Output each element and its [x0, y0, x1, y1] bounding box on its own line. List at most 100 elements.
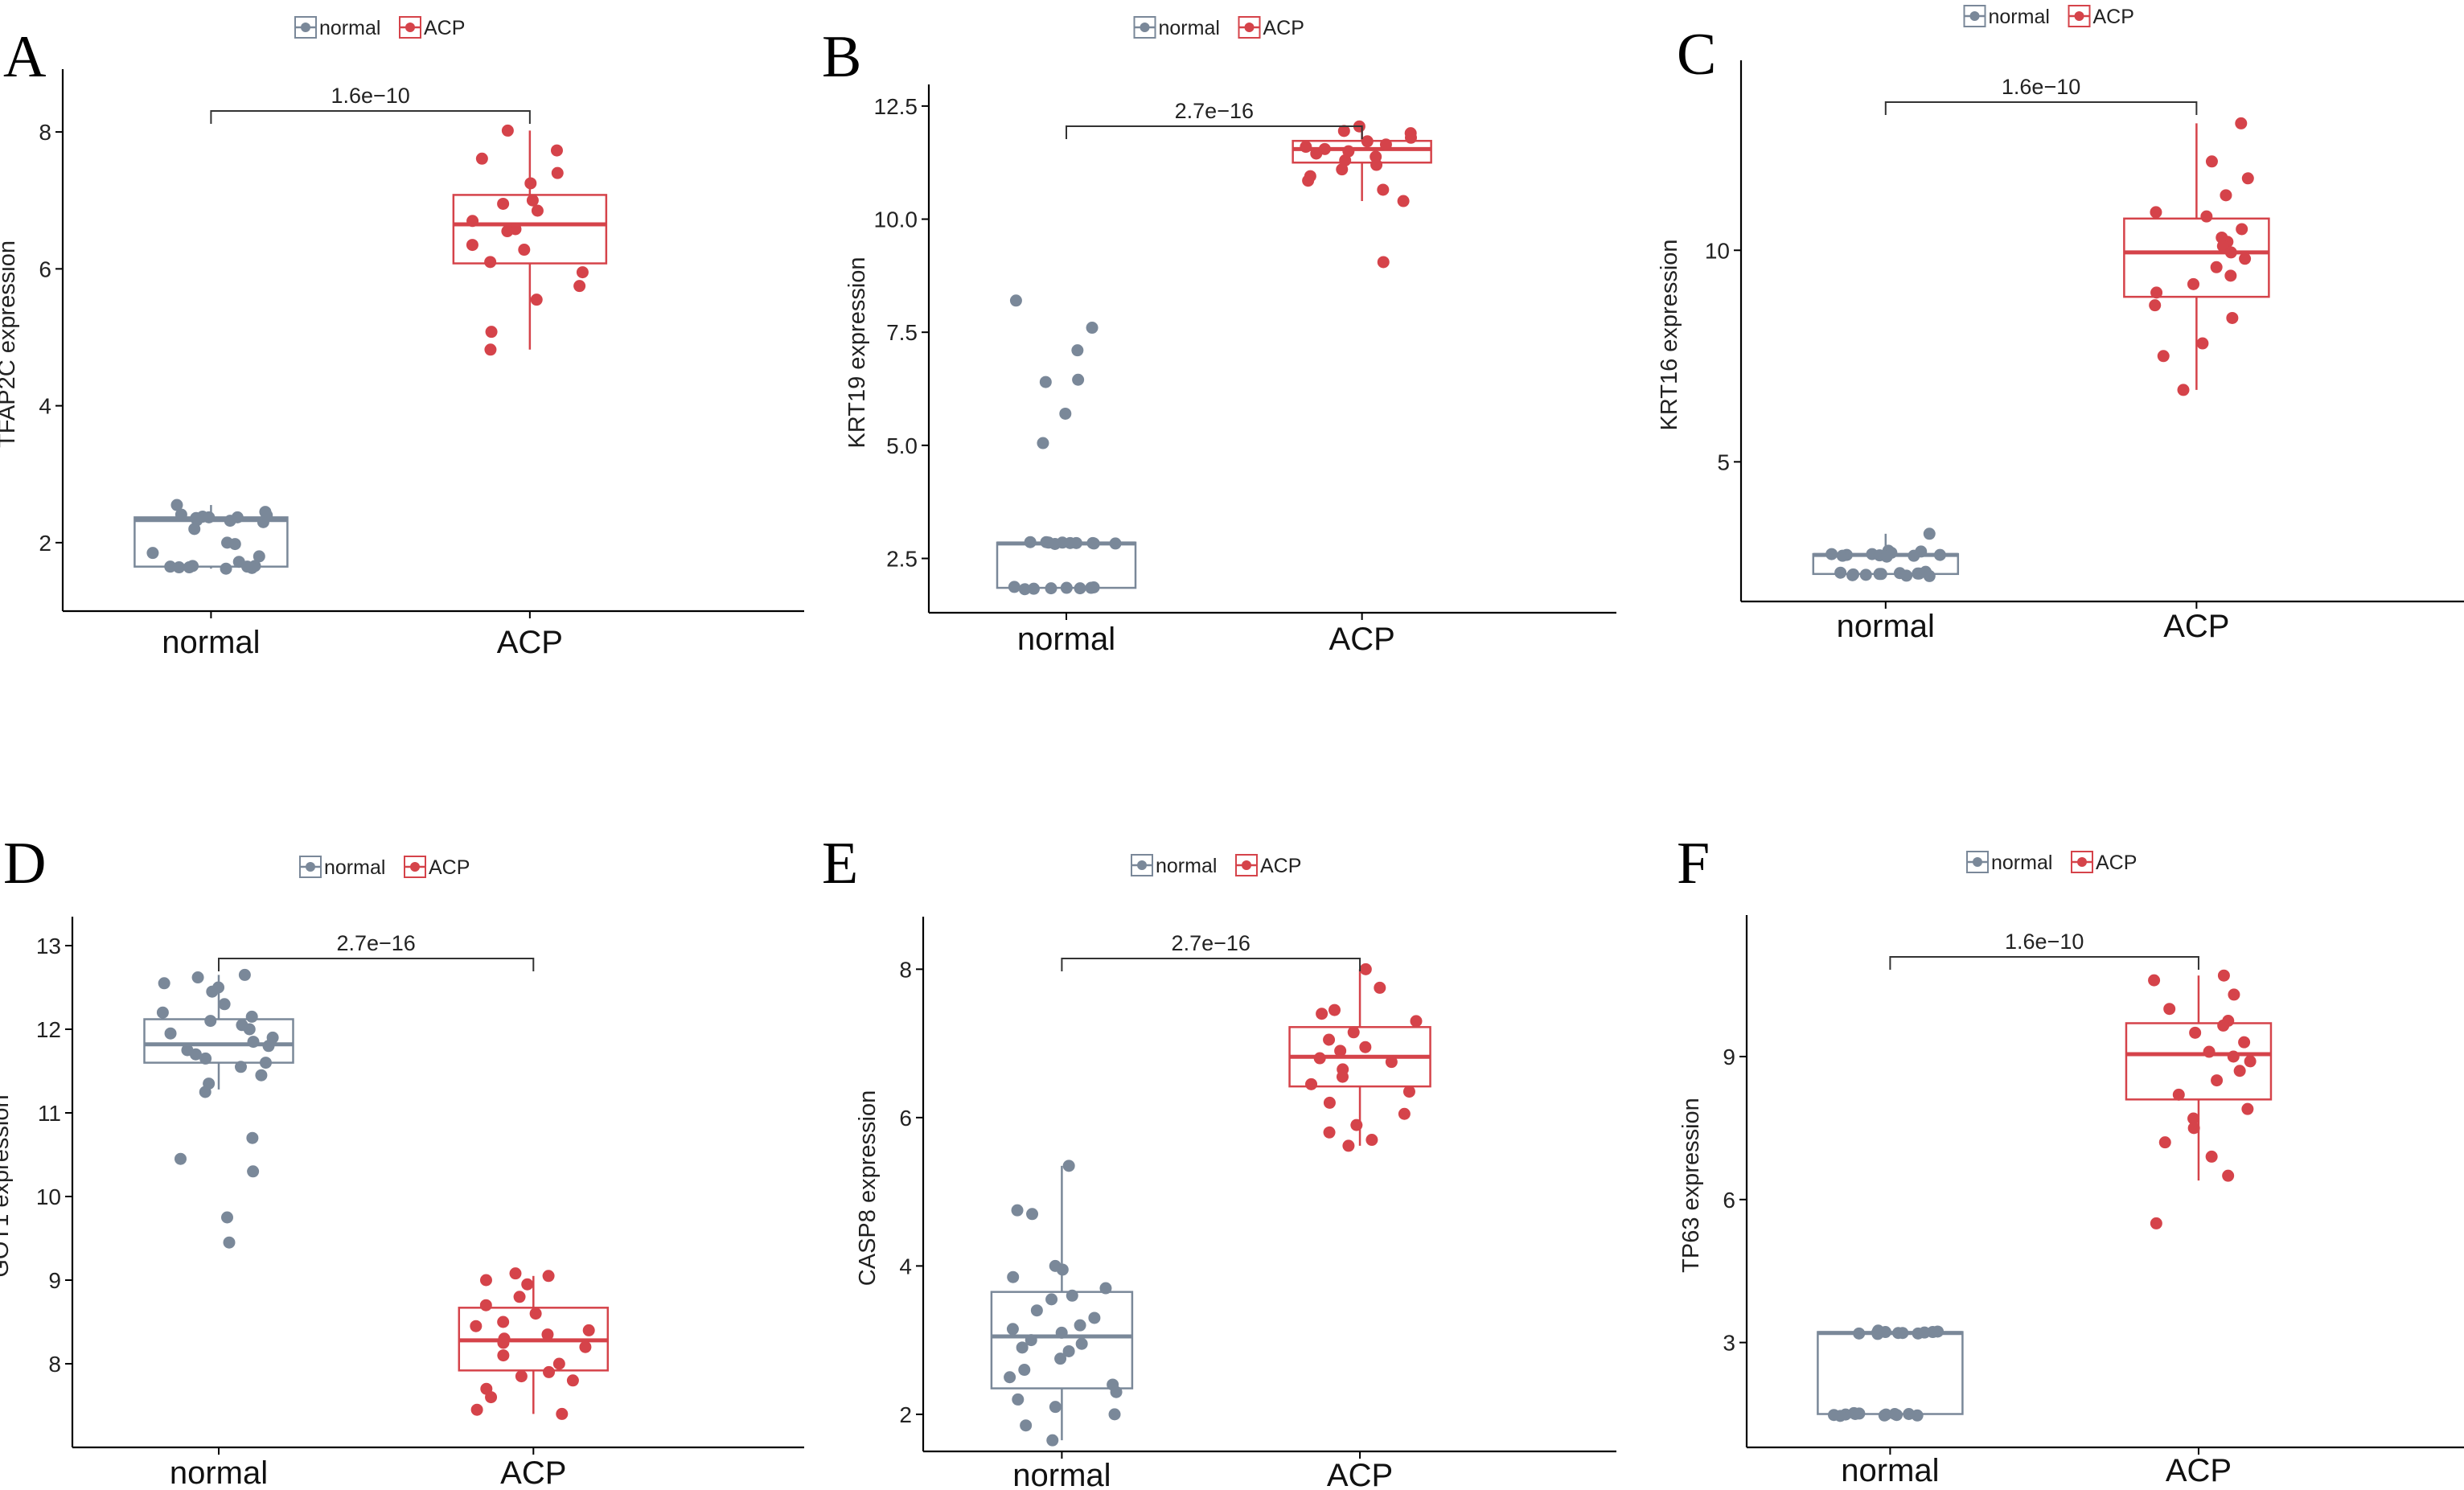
y-tick-label: 2.5 — [886, 546, 918, 571]
data-point — [2148, 974, 2161, 987]
data-point — [497, 1336, 510, 1349]
y-tick-label: 10.0 — [874, 207, 918, 232]
x-tick-label: ACP — [1327, 1458, 1393, 1490]
data-point — [1012, 1393, 1025, 1406]
data-point — [1891, 1409, 1903, 1422]
y-axis-label: TP63 expression — [1678, 1098, 1704, 1273]
data-point — [2239, 252, 2252, 265]
data-point — [1086, 322, 1099, 335]
significance-bracket: 2.7e−16 — [1066, 99, 1363, 139]
data-point — [484, 256, 497, 269]
data-point — [1018, 583, 1031, 596]
x-tick-label: normal — [162, 625, 260, 660]
data-point — [509, 1267, 522, 1280]
y-tick-label: 2 — [899, 1402, 912, 1427]
data-point — [2196, 337, 2209, 350]
x-tick-label: normal — [1841, 1453, 1939, 1488]
box-acp — [2123, 217, 2270, 298]
p-value-label: 1.6e−10 — [2002, 75, 2080, 99]
box-acp — [452, 194, 608, 265]
data-point — [1054, 1352, 1067, 1365]
data-point — [199, 1052, 212, 1065]
data-point — [2227, 1050, 2240, 1063]
data-point — [247, 1165, 260, 1178]
data-point — [218, 998, 231, 1011]
data-point — [1337, 125, 1350, 138]
box-normal — [1817, 1331, 1964, 1415]
data-point — [246, 1131, 259, 1144]
legend-label: ACP — [2093, 6, 2134, 28]
data-point — [1305, 1077, 1318, 1090]
data-point — [203, 511, 216, 523]
y-tick-label: 9 — [48, 1268, 61, 1293]
data-point — [238, 968, 251, 981]
data-point — [1903, 1408, 1916, 1421]
data-point — [199, 1086, 211, 1098]
data-point — [2236, 223, 2248, 236]
data-point — [2187, 277, 2200, 290]
legend-key-acp: ACP — [2068, 5, 2134, 28]
data-point — [1018, 1364, 1031, 1377]
data-point — [1007, 1270, 1020, 1283]
data-point — [206, 985, 219, 998]
data-point — [1062, 1344, 1075, 1357]
data-point — [1825, 548, 1838, 560]
y-tick-label: 11 — [38, 1101, 61, 1126]
data-point — [2163, 1003, 2176, 1016]
data-point — [2149, 299, 2162, 312]
bracket-line — [210, 110, 531, 124]
data-point — [1045, 582, 1057, 595]
x-tick-label: normal — [1837, 609, 1935, 644]
data-point — [1370, 158, 1383, 171]
data-point — [543, 1365, 556, 1378]
data-point — [1087, 537, 1100, 550]
legend: normal ACP — [1131, 854, 1301, 877]
series-normal — [990, 1160, 1134, 1447]
y-tick-label: 12.5 — [874, 94, 918, 119]
data-point — [1385, 1056, 1398, 1069]
data-point — [466, 239, 478, 252]
data-point — [2222, 1169, 2235, 1182]
legend-swatch-dot — [2074, 11, 2084, 21]
data-point — [190, 511, 203, 524]
y-tick-label: 2 — [39, 531, 51, 556]
bracket-line — [1061, 958, 1361, 971]
y-tick-label: 3 — [1723, 1331, 1735, 1356]
data-point — [253, 550, 265, 563]
data-point — [2189, 1026, 2202, 1039]
data-point — [2217, 1019, 2230, 1032]
legend-label: normal — [1989, 6, 2050, 28]
data-point — [513, 1291, 526, 1303]
legend-key-acp: ACP — [2071, 851, 2137, 874]
y-tick-label: 12 — [36, 1017, 61, 1042]
y-tick-label: 8 — [899, 957, 912, 982]
legend: normal ACP — [299, 856, 470, 879]
legend-swatch-dot — [301, 23, 310, 32]
y-axis-label: KRT16 expression — [1657, 239, 1682, 430]
data-point — [1310, 147, 1323, 160]
data-point — [1060, 581, 1073, 594]
legend: normal ACP — [1133, 16, 1304, 39]
data-point — [1316, 1008, 1329, 1020]
data-point — [164, 560, 177, 573]
y-axis-label: KRT19 expression — [844, 257, 870, 448]
y-tick-label: 10 — [36, 1184, 61, 1209]
bracket-line — [1066, 125, 1363, 139]
data-point — [2150, 286, 2163, 299]
data-point — [1323, 1126, 1336, 1139]
legend-label: ACP — [424, 17, 465, 39]
data-point — [2241, 1102, 2254, 1115]
legend-key-normal: normal — [299, 856, 385, 879]
data-point — [1062, 1160, 1075, 1172]
data-point — [1834, 1410, 1846, 1422]
y-tick-label: 6 — [1723, 1188, 1735, 1213]
data-point — [1025, 1334, 1037, 1347]
y-axis-label: GOT1 expression — [0, 1094, 14, 1277]
data-point — [552, 1357, 565, 1370]
y-tick-label: 4 — [899, 1254, 912, 1279]
data-point — [485, 1391, 498, 1404]
data-point — [1024, 536, 1037, 548]
data-point — [1055, 1326, 1068, 1339]
data-point — [170, 499, 183, 511]
